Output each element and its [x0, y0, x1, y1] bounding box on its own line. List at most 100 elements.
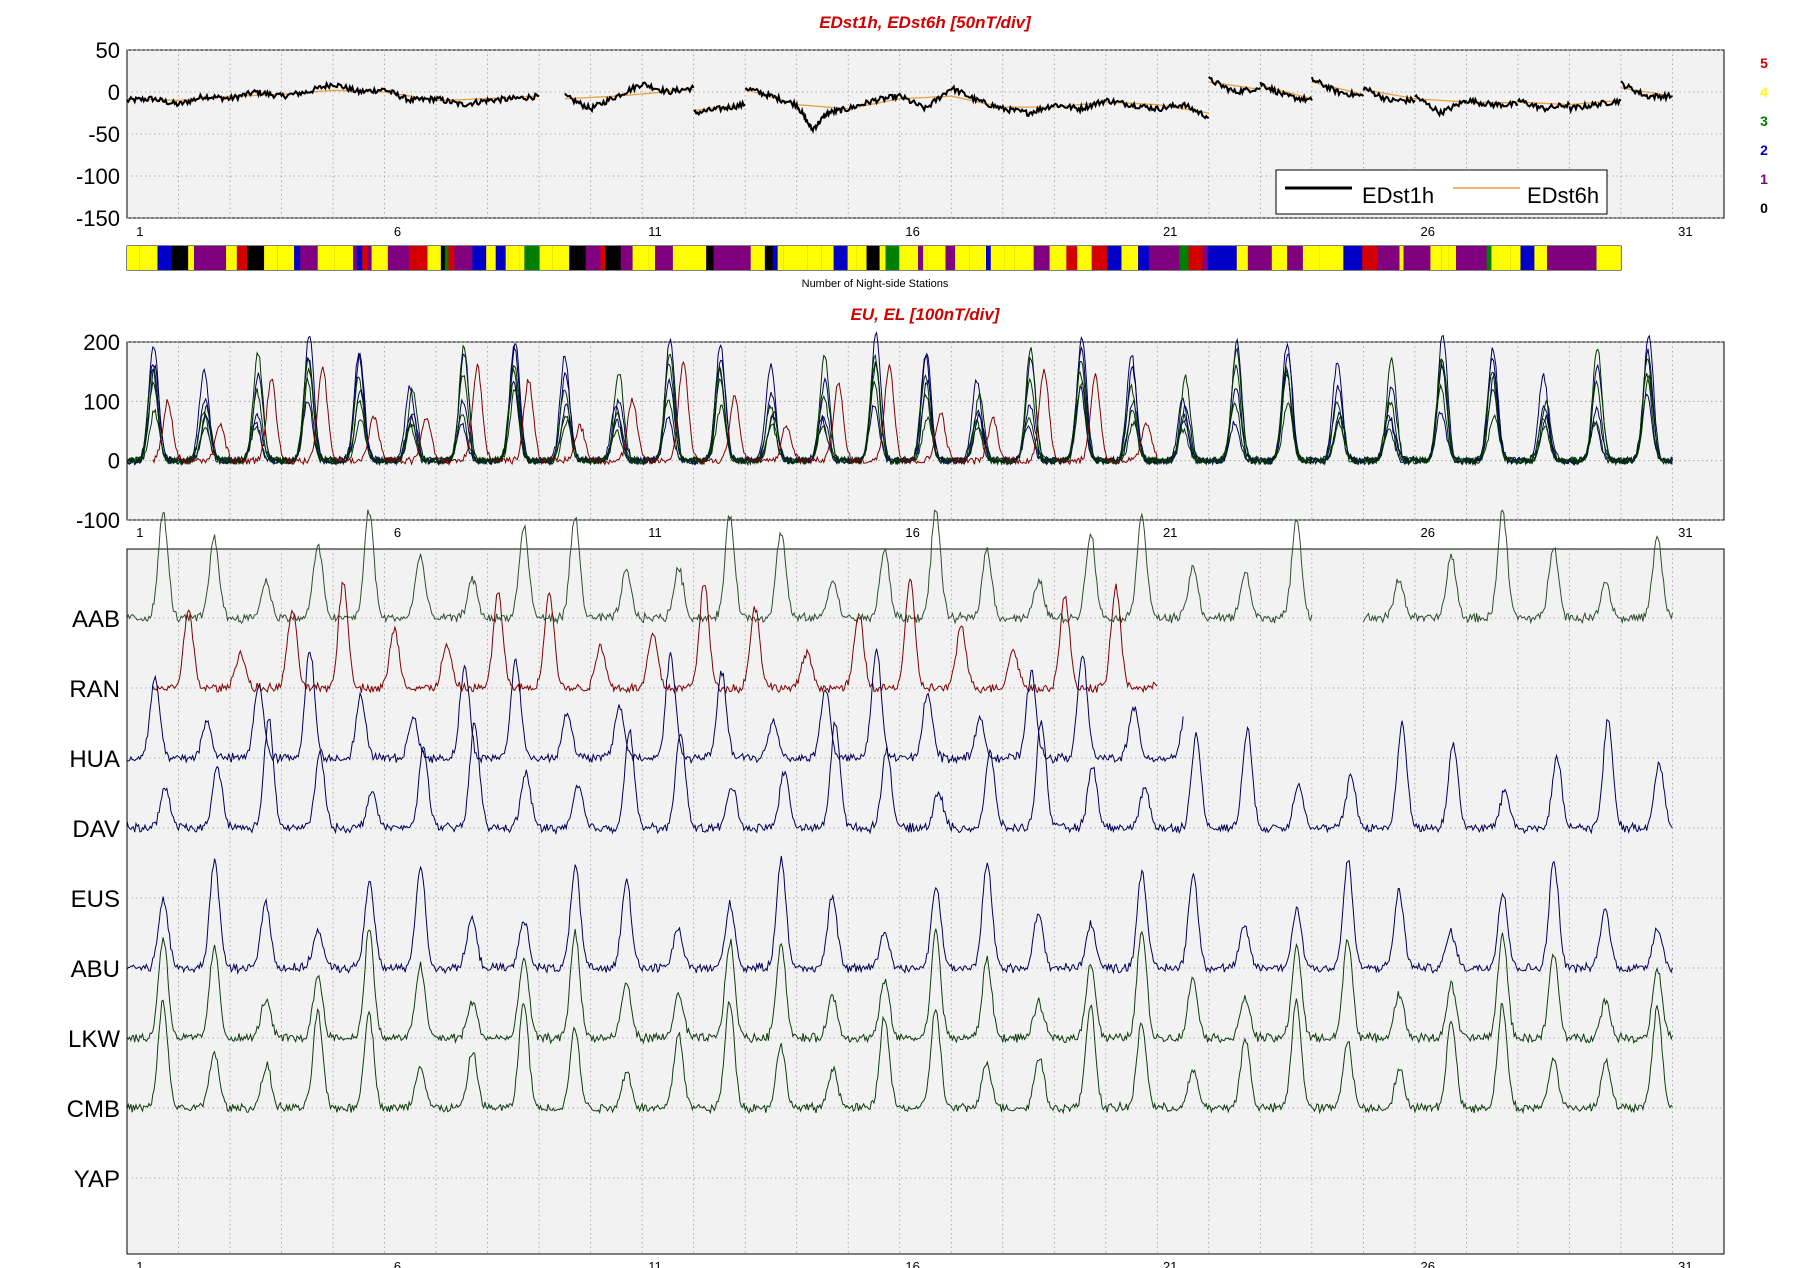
legend-label-edst6h: EDst6h — [1527, 183, 1599, 208]
strip-cell — [1596, 246, 1609, 270]
x-tick-label: 11 — [648, 1259, 662, 1268]
strip-cell — [706, 246, 714, 270]
strip-cell — [440, 246, 445, 270]
legend-box — [1275, 169, 1608, 215]
strip-cell — [648, 246, 655, 270]
series-edst1h — [1517, 97, 1571, 114]
station-label-dav: DAV — [72, 816, 120, 843]
series-edst1h — [1414, 93, 1468, 118]
series-edst6h — [1208, 81, 1261, 91]
strip-cell — [1287, 246, 1303, 270]
station-trace-dav — [126, 718, 1673, 836]
strip-cell — [414, 246, 428, 270]
station-labels: AAB RAN HUA DAV EUS ABU LKW CMB YAP — [67, 606, 121, 1193]
strip-cell — [1319, 246, 1326, 270]
x-tick-label: 1 — [136, 224, 143, 239]
strip-cell — [955, 246, 970, 270]
y-tick-label: 0 — [108, 80, 120, 105]
strip-cell — [1014, 246, 1034, 270]
strip-cell — [1236, 246, 1248, 270]
series-edst1h — [744, 84, 1210, 134]
strip-cell — [236, 246, 248, 270]
series-edst1h — [564, 81, 695, 114]
count-label-0: 0 — [1760, 200, 1768, 216]
eu-el-x-ticks: 1 6 11 16 21 26 31 — [136, 525, 1692, 540]
station-label-eus: EUS — [71, 886, 120, 913]
station-label-ran: RAN — [69, 676, 120, 703]
strip-cell — [672, 246, 688, 270]
strip-cell — [1491, 246, 1511, 270]
strip-cell — [1563, 246, 1583, 270]
strip-cell — [213, 246, 227, 270]
series-edst1h — [1259, 81, 1313, 104]
dst-x-ticks: 1 6 11 16 21 26 31 — [136, 224, 1692, 239]
strip-cell — [1444, 246, 1449, 270]
strip-cell — [539, 246, 553, 270]
strip-title: Number of Night-side Stations — [802, 278, 949, 290]
strip-cell — [793, 246, 808, 270]
strip-cell — [783, 246, 794, 270]
strip-cell — [620, 246, 633, 270]
strip-cell — [945, 246, 956, 270]
count-label-1: 1 — [1760, 171, 1768, 187]
dst-legend: EDst1h EDst6h — [1275, 169, 1608, 215]
strip-cell — [1486, 246, 1492, 270]
strip-cell — [1390, 246, 1400, 270]
strip-cell — [1403, 246, 1422, 270]
strip-cell — [1326, 246, 1344, 270]
series-edst6h — [1311, 81, 1364, 96]
strip-cell — [205, 246, 214, 270]
strip-cell — [1207, 246, 1223, 270]
strip-cell — [277, 246, 295, 270]
strip-cell — [821, 246, 834, 270]
strip-cell — [1399, 246, 1404, 270]
strip-cell — [247, 246, 265, 270]
strip-cell — [1004, 246, 1015, 270]
strip-cell — [764, 246, 773, 270]
y-tick-label: -50 — [88, 122, 120, 147]
x-tick-label: 31 — [1678, 224, 1692, 239]
strip-cell — [990, 246, 1005, 270]
x-tick-label: 31 — [1678, 525, 1692, 540]
station-label-aab: AAB — [72, 606, 120, 633]
strip-cell — [1456, 246, 1471, 270]
x-tick-label: 11 — [648, 525, 662, 540]
strip-cell — [368, 246, 372, 270]
strip-cell — [472, 246, 487, 270]
strip-cell — [1534, 246, 1547, 270]
y-tick-label: -100 — [76, 508, 120, 533]
strip-cell — [986, 246, 991, 270]
strip-cell — [569, 246, 586, 270]
strip-cell — [885, 246, 900, 270]
strip-cell — [879, 246, 886, 270]
x-tick-label: 21 — [1163, 224, 1177, 239]
dst-series — [126, 76, 1673, 134]
strip-cell — [847, 246, 857, 270]
dst-panel: 500-50-100-150 1 6 11 16 21 26 31 EDst1h EDst6… — [76, 38, 1725, 239]
strip-cell — [807, 246, 822, 270]
strip-cell — [772, 246, 778, 270]
strip-cell — [505, 246, 509, 270]
strip-cell — [1421, 246, 1431, 270]
y-tick-label: 0 — [108, 449, 120, 474]
strip-cell — [1033, 246, 1050, 270]
strip-cell — [969, 246, 986, 270]
strip-cell — [317, 246, 334, 270]
strip-cell — [1165, 246, 1180, 270]
strip-cell — [1148, 246, 1166, 270]
station-trace-lkw — [126, 928, 1673, 1045]
x-tick-label: 16 — [905, 224, 919, 239]
panel1-title: EDst1h, EDst6h [50nT/div] — [819, 13, 1032, 32]
x-tick-label: 6 — [394, 1259, 401, 1268]
strip-cell — [918, 246, 924, 270]
strip-cell — [713, 246, 733, 270]
strip-cell — [172, 246, 189, 270]
eu-el-y-ticks: 200 100 0 -100 — [76, 330, 120, 533]
strip-cell — [838, 246, 848, 270]
strip-cells — [127, 246, 1621, 270]
strip-cell — [1377, 246, 1391, 270]
y-tick-label: 100 — [83, 389, 120, 414]
strip-cell — [1343, 246, 1363, 270]
stations-plot-area — [126, 548, 1725, 1255]
